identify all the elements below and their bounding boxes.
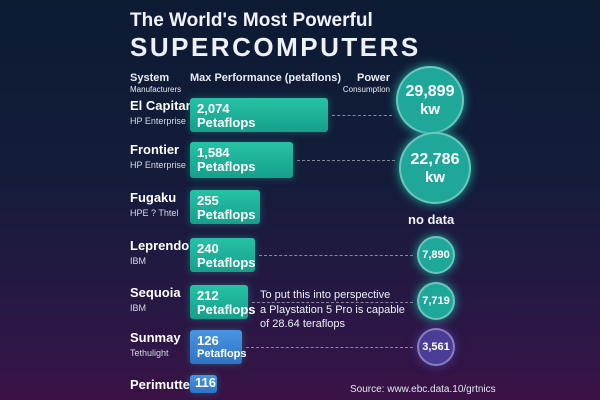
performance-value-label: 116	[195, 375, 216, 390]
leader-line	[246, 347, 413, 348]
system-name: Leprendo	[130, 238, 190, 253]
annotation-line-2: a Playstation 5 Pro is capable	[260, 303, 405, 316]
leader-line	[332, 115, 392, 116]
performance-bar: 240 Petaflops	[190, 238, 256, 272]
no-data-label: no data	[408, 212, 455, 227]
power-value-label: 7,719	[422, 295, 450, 307]
performance-value-label: 240	[197, 241, 219, 256]
performance-bar: 1,584 Petaflops	[190, 142, 293, 178]
system-name: Frontier	[130, 142, 180, 157]
power-unit-label: kw	[419, 100, 440, 118]
system-name: Sequoia	[130, 285, 181, 300]
performance-unit-label: Petaflops	[197, 159, 256, 175]
annotation-line-1: To put this into perspective	[260, 289, 391, 301]
leader-line	[259, 255, 413, 256]
power-header-label: Power	[356, 72, 390, 84]
system-name: El Capitan	[130, 98, 194, 113]
manufacturer-name: HPE ? Thtel	[130, 208, 179, 218]
performance-unit-label: Petaflops	[197, 115, 256, 131]
performance-unit-label: Petaflops	[197, 302, 256, 318]
power-value-label: 3,561	[422, 341, 450, 353]
performance-bar: 126 Petaflops	[190, 330, 247, 364]
consumption-header-label: Consumption	[342, 85, 390, 95]
performance-bar: 255 Petaflops	[190, 190, 260, 224]
performance-value-label: 212	[197, 288, 219, 303]
system-header-label: System	[130, 72, 170, 84]
power-circle: 3,561	[417, 328, 455, 366]
performance-bar: 212 Petaflops	[190, 285, 256, 319]
manufacturer-name: IBM	[130, 303, 147, 313]
power-value-label: 22,786	[410, 150, 460, 168]
system-name: Sunmay	[130, 330, 181, 345]
power-circle: 29,899 kw	[396, 66, 464, 134]
manufacturer-name: HP Enterprise	[130, 116, 186, 126]
performance-bar: 116	[190, 375, 217, 393]
manufacturers-header-label: Manufacturers	[130, 85, 182, 95]
performance-unit-label: Petaflops	[197, 255, 256, 271]
perspective-annotation: To put this into perspective a Playstati…	[260, 288, 405, 332]
system-name: Perimutter	[130, 377, 196, 392]
chart-title-line1: The World's Most Powerful	[130, 10, 373, 31]
annotation-line-3: of 28.64 teraflops	[260, 318, 346, 331]
power-unit-label: kw	[424, 168, 445, 186]
manufacturer-name: Tethulight	[130, 348, 169, 358]
performance-bar: 2,074 Petaflops	[190, 98, 328, 132]
leader-line	[297, 160, 395, 161]
chart-title-line2: SUPERCOMPUTERS	[130, 32, 421, 62]
performance-value-label: 1,584	[197, 145, 230, 160]
source-credit: Source: www.ebc.data.10/grtnics	[350, 384, 496, 395]
performance-unit-label: Petaflops	[197, 348, 247, 361]
performance-column-header: Max Performance (petaflons)	[190, 72, 341, 84]
performance-value-label: 255	[197, 193, 219, 208]
performance-value-label: 126	[197, 333, 219, 348]
power-value-label: 29,899	[405, 82, 455, 100]
leader-line	[252, 302, 413, 303]
system-name: Fugaku	[130, 190, 177, 205]
manufacturer-name: HP Enterprise	[130, 160, 186, 170]
power-circle: 22,786 kw	[399, 132, 471, 204]
performance-unit-label: Petaflops	[197, 207, 256, 223]
power-column-header: Power Consumption	[330, 72, 390, 95]
power-value-label: 7,890	[422, 249, 450, 261]
power-circle: 7,719	[417, 282, 455, 320]
power-circle: 7,890	[417, 236, 455, 274]
system-column-header: System Manufacturers	[130, 72, 181, 95]
performance-value-label: 2,074	[197, 101, 230, 116]
manufacturer-name: IBM	[130, 256, 147, 266]
